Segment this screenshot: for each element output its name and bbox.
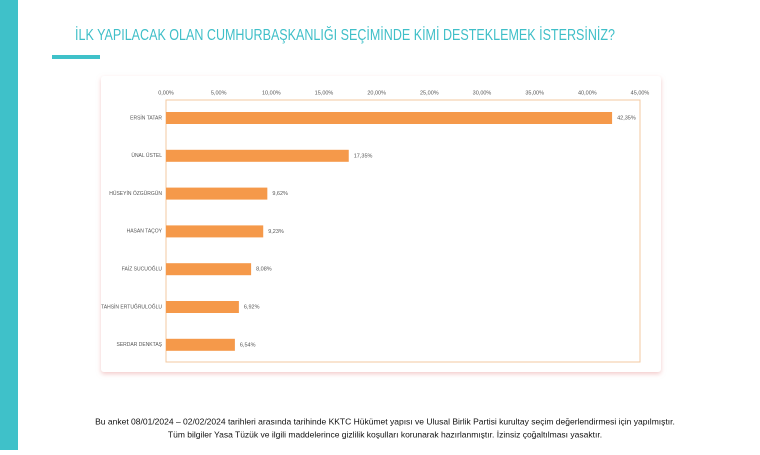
bar bbox=[166, 338, 235, 351]
x-tick-label: 15,00% bbox=[315, 90, 334, 96]
side-bar bbox=[0, 0, 18, 450]
value-label: 17,35% bbox=[354, 153, 373, 159]
y-tick-label: SERDAR DENKTAŞ bbox=[117, 342, 163, 348]
x-tick-label: 40,00% bbox=[578, 90, 597, 96]
x-tick-label: 45,00% bbox=[631, 90, 650, 96]
x-tick-label: 30,00% bbox=[473, 90, 492, 96]
bar bbox=[166, 225, 264, 238]
y-tick-label: FAİZ SUCUOĞLU bbox=[122, 266, 163, 273]
x-tick-label: 35,00% bbox=[525, 90, 544, 96]
x-tick-label: 5,00% bbox=[211, 90, 227, 96]
value-label: 42,35% bbox=[617, 115, 636, 121]
value-label: 9,23% bbox=[268, 229, 284, 235]
x-tick-label: 10,00% bbox=[262, 90, 281, 96]
bar bbox=[166, 301, 239, 313]
slide-title: İLK YAPILACAK OLAN CUMHURBAŞKANLIĞI SEÇİ… bbox=[75, 26, 615, 44]
footnote: Tüm bilgiler Yasa Tüzük ve ilgili maddel… bbox=[168, 429, 602, 439]
bar bbox=[166, 263, 252, 276]
value-label: 6,92% bbox=[244, 304, 260, 310]
y-tick-label: HÜSEYİN ÖZGÜRGÜN bbox=[109, 190, 162, 197]
bar bbox=[166, 149, 349, 162]
x-tick-label: 20,00% bbox=[367, 90, 386, 96]
value-label: 6,54% bbox=[240, 342, 256, 348]
y-tick-label: TAHSİN ERTUĞRULOĞLU bbox=[101, 303, 162, 310]
x-tick-label: 0,00% bbox=[158, 90, 174, 96]
y-tick-label: HASAN TAÇOY bbox=[127, 229, 163, 235]
bar bbox=[166, 187, 268, 200]
footnote: Bu anket 08/01/2024 – 02/02/2024 tarihle… bbox=[95, 416, 675, 426]
bar bbox=[166, 112, 613, 124]
value-label: 8,08% bbox=[256, 267, 272, 273]
x-tick-label: 25,00% bbox=[420, 90, 439, 96]
title-underline bbox=[52, 55, 100, 59]
y-tick-label: ÜNAL ÜSTEL bbox=[131, 152, 162, 159]
value-label: 9,62% bbox=[272, 191, 288, 197]
y-tick-label: ERSİN TATAR bbox=[130, 114, 162, 121]
